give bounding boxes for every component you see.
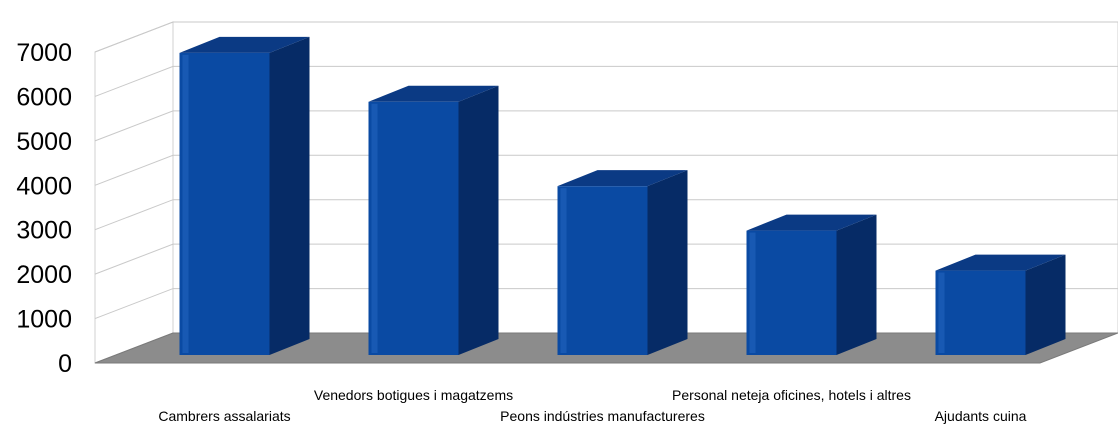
y-tick-label: 4000 — [16, 172, 72, 200]
y-tick-label: 7000 — [16, 39, 72, 67]
x-tick-label: Cambrers assalariats — [158, 408, 290, 424]
y-axis-ticks: 0 1000 2000 3000 4000 5000 6000 7000 — [16, 39, 72, 378]
y-tick-label: 0 — [58, 350, 72, 378]
bar-side — [1025, 254, 1066, 355]
y-tick-label: 1000 — [16, 306, 72, 334]
bar — [935, 254, 1066, 355]
bars — [179, 36, 1066, 356]
bar-side — [647, 170, 688, 355]
y-tick-label: 6000 — [16, 83, 72, 111]
x-tick-label: Ajudants cuina — [935, 408, 1027, 424]
bar-side — [269, 36, 310, 356]
bar-side — [836, 214, 877, 355]
bar — [746, 214, 877, 355]
bar-highlight — [938, 272, 945, 353]
gridline — [94, 199, 1118, 231]
bar-top — [368, 85, 499, 102]
bar — [179, 36, 310, 356]
bar-top — [935, 254, 1066, 271]
bar-top — [557, 170, 688, 187]
bar — [557, 170, 688, 355]
side-wall — [94, 21, 174, 364]
gridline — [94, 21, 1118, 53]
bar-front — [179, 52, 270, 356]
y-tick-label: 5000 — [16, 128, 72, 156]
bar-highlight — [182, 54, 189, 354]
bar-top — [746, 214, 877, 231]
gridline — [94, 65, 1118, 97]
bar-front — [935, 270, 1026, 355]
bar-highlight — [371, 103, 378, 353]
x-axis-labels: Cambrers assalariats Venedors botigues i … — [158, 387, 1026, 424]
bar-top — [179, 36, 310, 53]
gridline — [94, 154, 1118, 186]
y-tick-label: 2000 — [16, 261, 72, 289]
bar-front — [557, 186, 648, 355]
x-tick-label: Peons indústries manufactureres — [500, 408, 705, 424]
x-tick-label: Personal neteja oficines, hotels i altre… — [672, 387, 911, 403]
bar-front — [746, 230, 837, 355]
bar-highlight — [560, 188, 567, 353]
bar-side — [458, 85, 499, 355]
bar-front — [368, 101, 459, 355]
x-tick-label: Venedors botigues i magatzems — [314, 387, 513, 403]
gridline — [94, 110, 1118, 142]
bar — [368, 85, 499, 355]
y-tick-label: 3000 — [16, 217, 72, 245]
bar-highlight — [749, 232, 756, 353]
